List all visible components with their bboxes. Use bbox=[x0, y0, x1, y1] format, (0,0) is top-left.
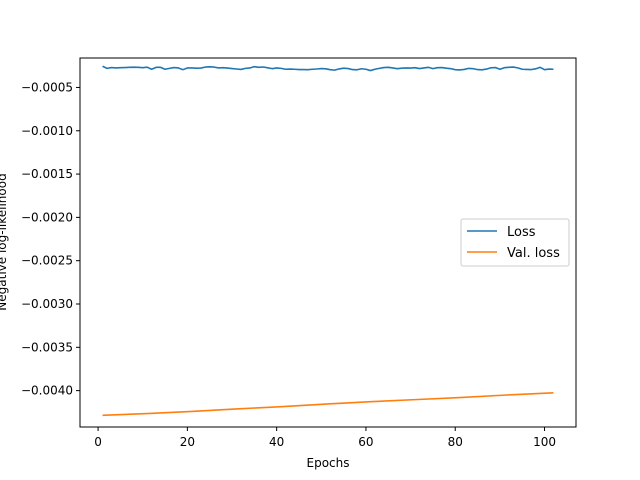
plot-frame bbox=[79, 57, 577, 428]
legend-label-loss: Loss bbox=[507, 225, 536, 240]
y-tick-label: −0.0005 bbox=[21, 80, 73, 94]
series-line-loss bbox=[102, 65, 554, 72]
legend: Loss Val. loss bbox=[460, 218, 570, 267]
x-tick-label: 60 bbox=[358, 435, 373, 449]
y-axis-ticks: −0.0005 −0.0010 −0.0015 −0.0020 −0.0025 −0.00… bbox=[21, 80, 80, 398]
x-tick-label: 20 bbox=[180, 435, 195, 449]
x-tick-label: 100 bbox=[533, 435, 556, 449]
x-axis-label: Epochs bbox=[307, 456, 350, 470]
y-tick-label: −0.0035 bbox=[21, 340, 73, 354]
y-tick-label: −0.0020 bbox=[21, 210, 73, 224]
y-tick-label: −0.0025 bbox=[21, 254, 73, 268]
y-tick-label: −0.0010 bbox=[21, 124, 73, 138]
legend-label-val-loss: Val. loss bbox=[507, 246, 560, 261]
y-axis-label: Negative log-likelihood bbox=[0, 173, 9, 310]
plot-series bbox=[102, 65, 554, 417]
series-line-val-loss bbox=[102, 391, 554, 417]
x-tick-label: 40 bbox=[269, 435, 284, 449]
x-tick-label: 80 bbox=[448, 435, 463, 449]
x-axis-ticks: 0 20 40 60 80 100 bbox=[94, 427, 556, 449]
y-tick-label: −0.0030 bbox=[21, 297, 73, 311]
x-tick-label: 0 bbox=[94, 435, 102, 449]
y-tick-label: −0.0015 bbox=[21, 167, 73, 181]
y-tick-label: −0.0040 bbox=[21, 384, 73, 398]
